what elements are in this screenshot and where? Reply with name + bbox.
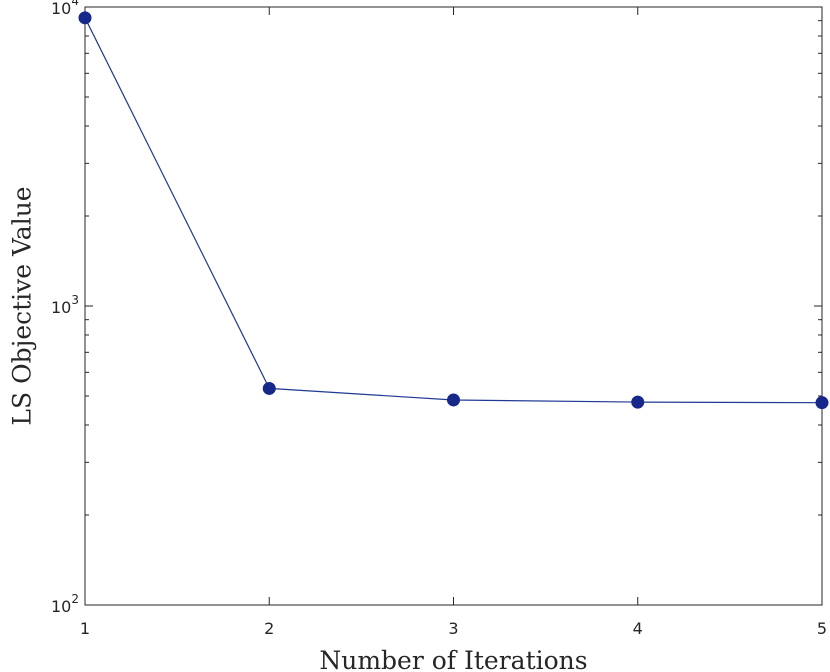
data-point-marker [78, 11, 92, 25]
major-tick-group [84, 6, 823, 606]
minor-tick-group [85, 20, 822, 516]
data-point-marker [447, 393, 460, 407]
x-axis-title: Number of Iterations [319, 646, 587, 672]
x-tick-label: 2 [264, 619, 274, 638]
y-tick-label: 104 [51, 0, 79, 18]
y-tick-label: 103 [51, 293, 79, 317]
x-tick-label: 4 [633, 619, 643, 638]
x-tick-label: 5 [817, 619, 827, 638]
y-tick-label: 102 [51, 592, 79, 616]
x-tick-labels: 1 2 3 4 5 [80, 619, 827, 638]
data-point-marker [262, 381, 276, 395]
data-point-marker [815, 396, 829, 410]
x-tick-label: 3 [448, 619, 458, 638]
data-point-marker [631, 395, 645, 409]
series-layer [78, 11, 829, 410]
plot-area-frame [84, 6, 823, 606]
y-tick-labels: 102 103 104 [51, 0, 79, 616]
y-axis-title: LS Objective Value [8, 186, 37, 425]
series-line [84, 17, 823, 404]
x-tick-label: 1 [80, 619, 90, 638]
